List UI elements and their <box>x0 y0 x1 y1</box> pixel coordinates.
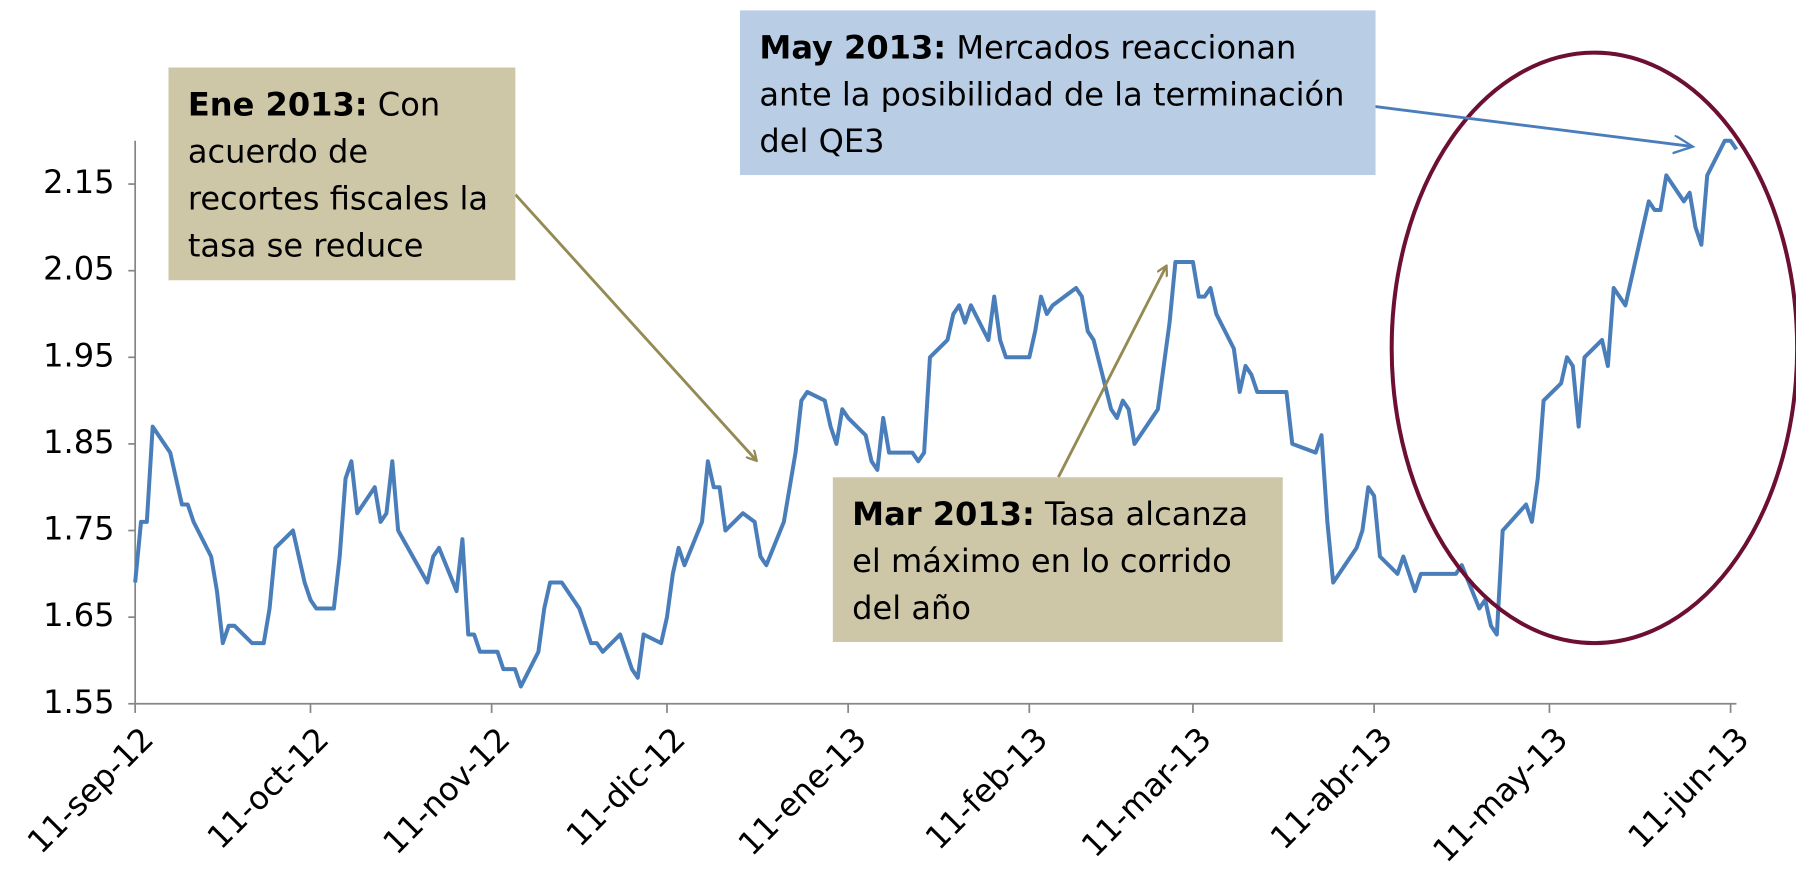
x-tick-label: 11-nov-12 <box>375 720 517 862</box>
arrow <box>1374 105 1691 146</box>
x-tick-label: 11-may-13 <box>1425 720 1575 870</box>
x-tick-label: 11-sep-12 <box>20 720 161 861</box>
y-tick-label: 1.75 <box>43 510 114 548</box>
line-series <box>133 138 1739 689</box>
x-tick-label: 11-dic-12 <box>559 720 693 854</box>
annotation-bold: Mar 2013: <box>852 495 1035 534</box>
annotation: Mar 2013: Tasa alcanza el máximo en lo c… <box>832 477 1283 642</box>
y-tick-label: 1.95 <box>43 336 114 374</box>
arrow <box>1057 267 1166 478</box>
arrow <box>514 193 756 460</box>
x-tick-label: 11-abr-13 <box>1263 720 1400 857</box>
annotation-box: May 2013: Mercados reaccionan ante la po… <box>739 10 1376 176</box>
annotation-text: Mercados reaccionan ante la posibilidad … <box>759 28 1345 161</box>
highlight-ellipse <box>1389 50 1796 646</box>
y-tick-label: 1.85 <box>43 423 114 461</box>
annotation-bold: May 2013: <box>759 28 947 67</box>
x-tick-label: 11-oct-12 <box>200 720 337 856</box>
axes <box>134 140 1737 705</box>
y-tick-label: 1.55 <box>43 683 114 721</box>
x-tick-label: 11-feb-13 <box>918 720 1055 857</box>
annotation: Ene 2013: Con acuerdo de recortes fiscal… <box>168 67 516 281</box>
annotation-bold: Ene 2013: <box>187 85 368 124</box>
x-tick-label: 11-jun-13 <box>1620 720 1756 856</box>
y-tick-label: 2.15 <box>43 163 114 201</box>
x-tick-label: 11-mar-13 <box>1074 720 1219 865</box>
annotation-text: Tasa alcanza el máximo en lo corrido del… <box>852 495 1249 628</box>
annotation-box: Ene 2013: Con acuerdo de recortes fiscal… <box>168 67 516 281</box>
y-tick-label: 1.65 <box>43 596 114 634</box>
x-tick-label: 11-ene-13 <box>731 720 874 863</box>
y-tick-label: 2.05 <box>43 250 114 288</box>
annotation-box: Mar 2013: Tasa alcanza el máximo en lo c… <box>832 477 1283 642</box>
annotation-text: Con acuerdo de recortes fiscales la tasa… <box>187 85 489 265</box>
annotation: May 2013: Mercados reaccionan ante la po… <box>739 10 1376 176</box>
